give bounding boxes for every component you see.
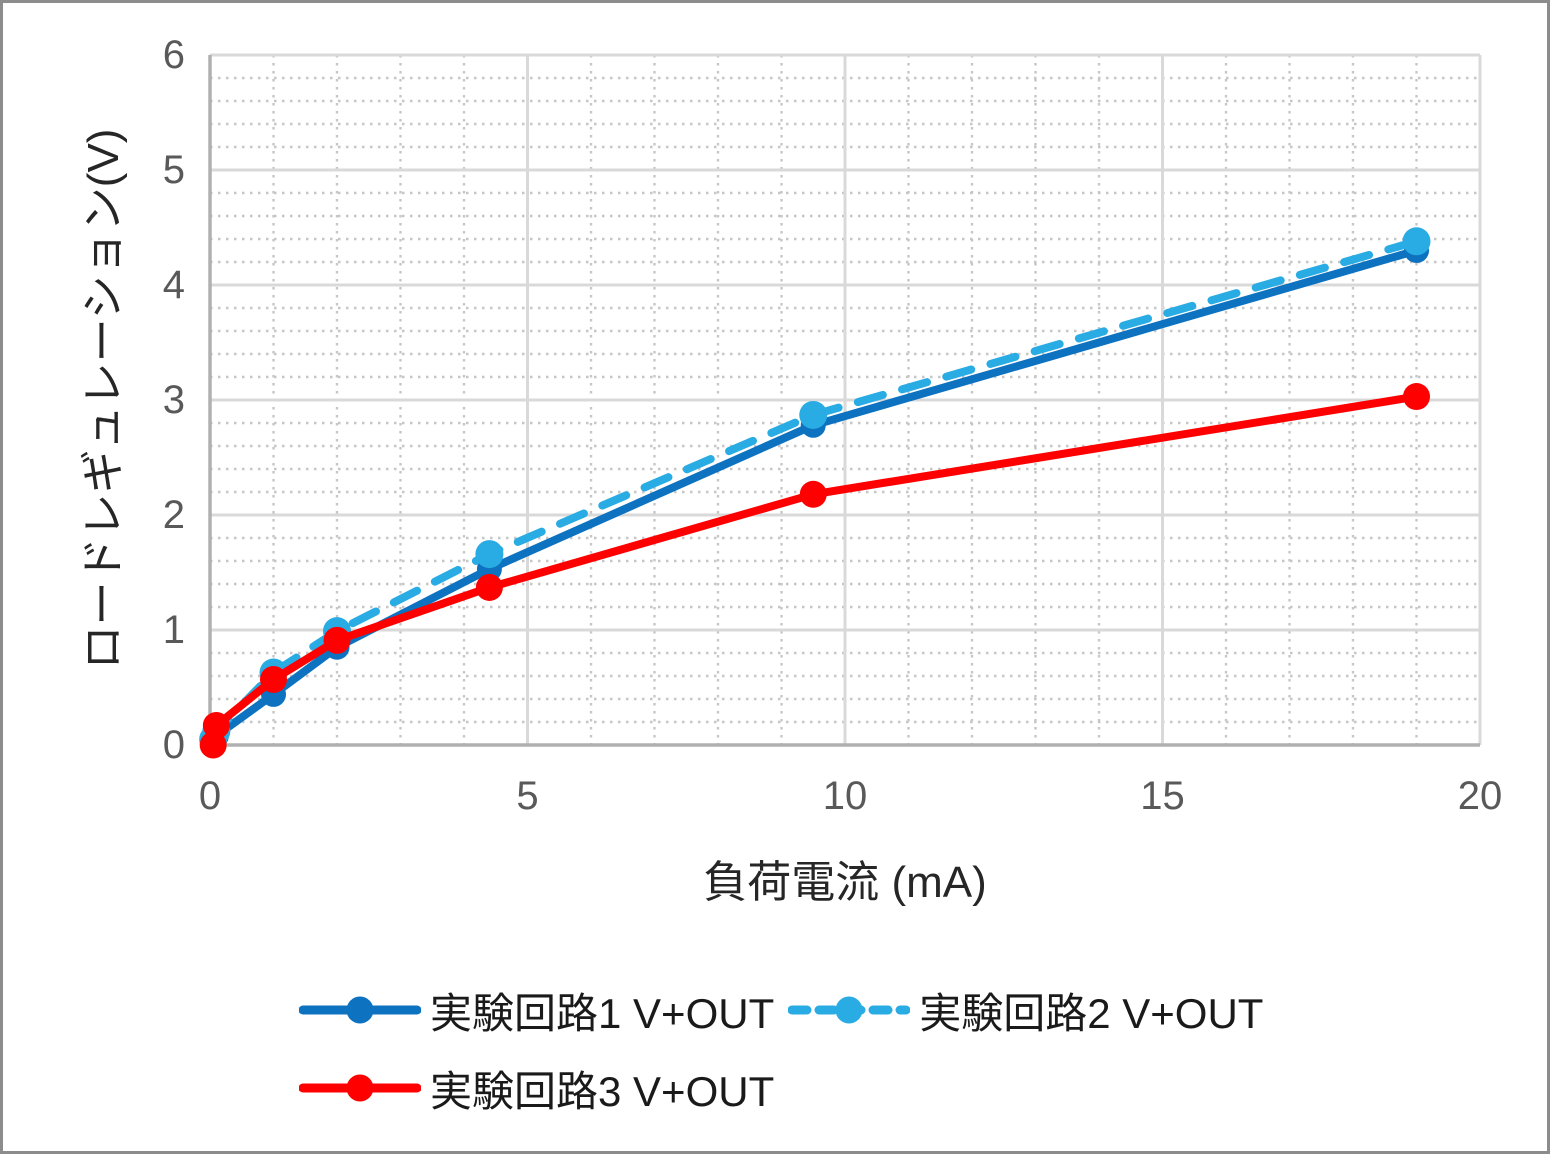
y-tick-label: 5: [162, 148, 185, 192]
legend-label: 実験回路3 V+OUT: [430, 1067, 775, 1115]
y-tick-label: 2: [162, 493, 185, 537]
legend-line-sample: [299, 1074, 421, 1102]
y-tick-label: 6: [162, 33, 185, 77]
y-tick-label: 3: [162, 378, 185, 422]
x-tick-label: 10: [822, 774, 868, 818]
x-tick-label: 20: [1457, 774, 1503, 818]
legend-line-sample: [299, 996, 421, 1024]
y-tick-label: 0: [162, 723, 185, 767]
legend-label: 実験回路2 V+OUT: [919, 989, 1264, 1037]
series-marker-2: [475, 540, 504, 569]
legend-label: 実験回路1 V+OUT: [430, 989, 775, 1037]
series-marker-3: [202, 711, 230, 739]
y-tick-label: 4: [162, 263, 185, 307]
y-axis-title: ロードレギュレーション(V): [79, 128, 128, 670]
x-tick-label: 15: [1140, 774, 1185, 818]
series-marker-3: [260, 665, 287, 693]
series-marker-3: [475, 573, 503, 601]
x-axis-title: 負荷電流 (mA): [703, 858, 987, 907]
legend-item-series-3: 実験回路3 V+OUT: [299, 1049, 774, 1127]
y-tick-label: 1: [162, 608, 185, 652]
plot-area: [199, 53, 1482, 759]
legend-line-sample: [788, 996, 911, 1024]
legend-item-series-2: 実験回路2 V+OUT: [788, 971, 1263, 1049]
series-marker-3: [799, 480, 827, 508]
legend-item-series-1: 実験回路1 V+OUT: [299, 971, 774, 1049]
series-marker-2: [799, 400, 828, 429]
series-marker-2: [1402, 227, 1431, 256]
series-marker-3: [1403, 383, 1430, 411]
series-line-3: [209, 392, 1421, 749]
x-tick-label: 5: [516, 774, 539, 818]
x-tick-label: 0: [198, 774, 222, 818]
series-marker-3: [323, 626, 351, 654]
legend: 実験回路1 V+OUT 実験回路2 V+OUT 実験回路3 V+OUT: [299, 971, 1319, 1127]
